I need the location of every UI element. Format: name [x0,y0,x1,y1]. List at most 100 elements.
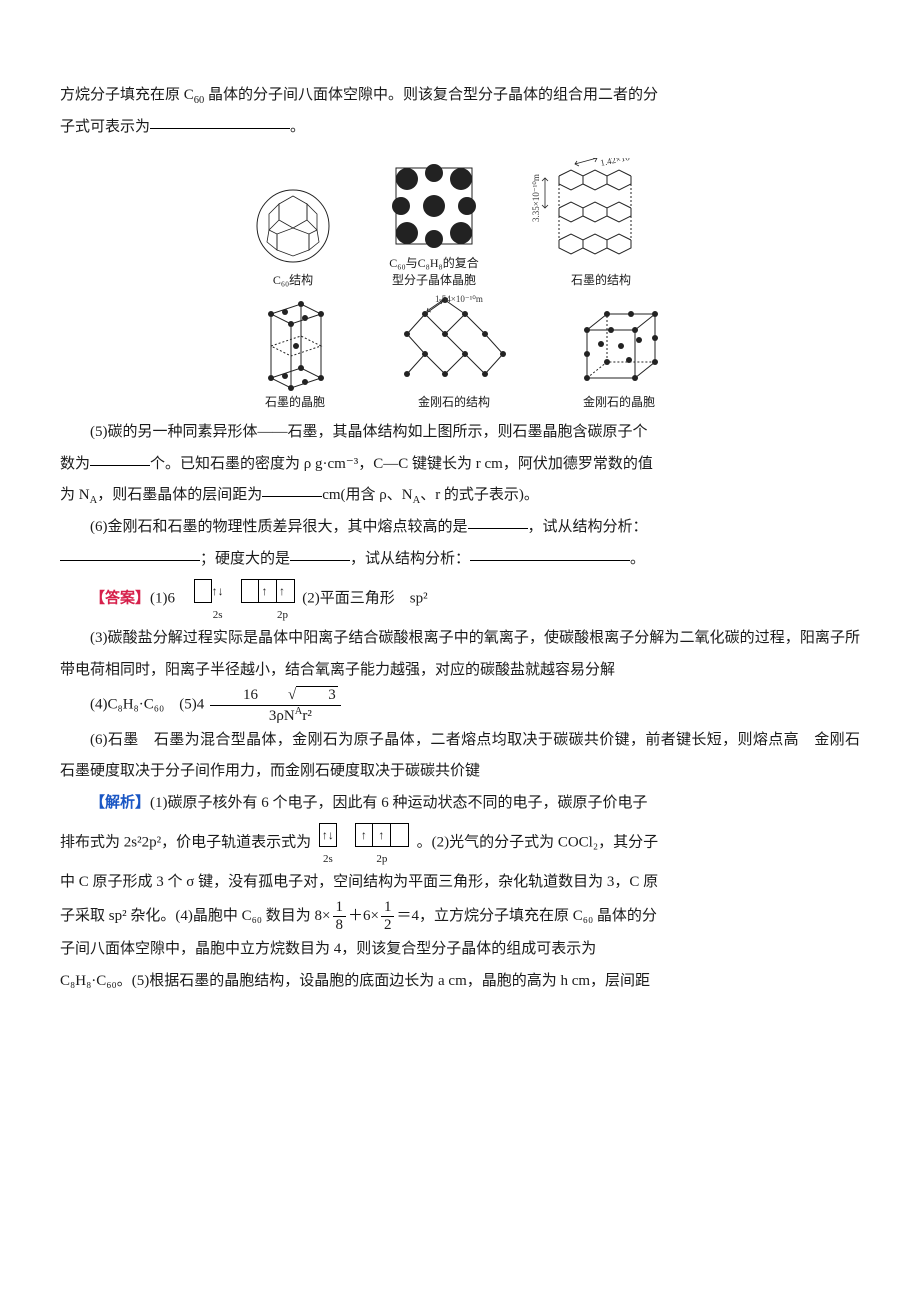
c60-icon [249,182,337,270]
q5c1: 为 N [60,487,90,503]
orb-2s-box: ↑↓ [194,579,212,603]
fig-row-2: 石墨的晶胞 1.54×10⁻¹⁰m 金刚石的结构 [60,292,860,411]
analysis-label: 【解析】 [90,795,150,811]
q6-blank-c [290,546,350,561]
q6-line2: ；硬度大的是 ，试从结构分析： 。 [60,544,860,576]
q5c4: 、r 的式子表示)。 [420,487,539,503]
analysis-p3: 中 C 原子形成 3 个 σ 键，没有孤电子对，空间结构为平面三角形，杂化轨道数… [60,867,860,899]
an-t4b: ＋6× [348,908,379,924]
fig-c60: C₆₀结构 [249,182,337,289]
fig-row-1: C₆₀结构 C₆₀与C₈H₈的复合 型分子晶体晶胞 [60,158,860,289]
sqrt-icon: 3 [258,686,338,704]
frac-1-2: 12 [381,899,395,935]
intro-1a: 方烷分子填充在原 C [60,87,194,103]
q5-blank-d [262,482,322,497]
composite-caption: C₆₀与C₈H₈的复合 型分子晶体晶胞 [389,255,478,289]
an-t4c: ＝4，立方烷分子填充在原 C₆₀ 晶体的分 [396,908,656,924]
q5b2: 个。已知石墨的密度为 ρ g·cm⁻³，C—C 键键长为 r cm，阿伏加德罗常… [150,456,653,472]
answer-p3: (3)碳酸盐分解过程实际是晶体中阳离子结合碳酸根离子中的氧离子，使碳酸根离子分解… [60,623,860,686]
orb2-2p-label: 2p [376,848,387,871]
q6c: ；硬度大的是 [200,551,290,567]
diamond-struct-icon: 1.54×10⁻¹⁰m [395,294,513,392]
ans-4a: (4)C₈H₈·C₆₀ (5)4 [90,697,204,713]
orb-2p-label: 2p [247,604,288,627]
orbital-diagram-2: ↑↓ 2s ↑ ↑ 2p [319,823,409,871]
diamond-struct-caption: 金刚石的结构 [418,394,490,411]
intro-line2: 子式可表示为 。 [60,112,860,144]
orb2-2p-box3 [391,823,409,847]
sqrt-val: 3 [296,686,338,704]
q6-blank-d [470,546,630,561]
f1d: 8 [333,917,347,934]
f1n: 1 [333,899,347,917]
ans-frac: 16 3 3ρNAr² [210,686,341,725]
orb2-2p: ↑ ↑ 2p [355,823,409,871]
q6-blank-b [60,546,200,561]
an-t4a: 子采取 sp² 杂化。(4)晶胞中 C₆₀ 数目为 8× [60,908,331,924]
ans-1b: (2)平面三角形 sp² [302,591,427,607]
orbital-diagram-1: ↑↓ 2s ↑ ↑ 2p [183,579,295,627]
orb2-2s: ↑↓ 2s [319,823,337,871]
den-a: 3ρN [269,708,295,724]
q6a: (6)金刚石和石墨的物理性质差异很大，其中熔点较高的是 [90,519,468,535]
ans-1a: (1)6 [150,591,175,607]
orb2-2p-box2: ↑ [373,823,391,847]
figures: C₆₀结构 C₆₀与C₈H₈的复合 型分子晶体晶胞 [60,158,860,412]
q5-line2: 数为 个。已知石墨的密度为 ρ g·cm⁻³，C—C 键键长为 r cm，阿伏加德… [60,449,860,481]
answer-p1: 【答案】(1)6 ↑↓ 2s ↑ ↑ 2p (2)平面三角形 sp² [60,575,860,623]
q5-blank-n [90,451,150,466]
frac-1-8: 18 [333,899,347,935]
intro-2b: 。 [290,119,305,135]
ans-frac-num: 16 3 [210,686,341,705]
fig-composite: C₆₀与C₈H₈的复合 型分子晶体晶胞 [387,159,481,289]
answer-label: 【答案】 [90,591,150,607]
ans-frac-den: 3ρNAr² [236,706,315,725]
composite-icon [387,159,481,253]
q5-line3: 为 NA，则石墨晶体的层间距为cm(用含 ρ、NA、r 的式子表示)。 [60,480,860,512]
fig-diamond-cell: 金刚石的晶胞 [573,300,665,411]
intro-sub: 60 [194,95,205,106]
answer-p6: (6)石墨 石墨为混合型晶体，金刚石为原子晶体，二者熔点均取决于碳碳共价键，前者… [60,725,860,788]
orb-2p-box2: ↑ [259,579,277,603]
intro-2a: 子式可表示为 [60,119,150,135]
q6e: 。 [630,551,645,567]
q6b: ，试从结构分析： [528,519,648,535]
an-t1: (1)碳原子核外有 6 个电子，因此有 6 种运动状态不同的电子，碳原子价电子 [150,795,648,811]
orb2-2p-box1: ↑ [355,823,373,847]
q5b1: 数为 [60,456,90,472]
analysis-p5: 子间八面体空隙中，晶胞中立方烷数目为 4，则该复合型分子晶体的组成可表示为 [60,934,860,966]
gcell-icon [255,292,335,392]
orb-2s: ↑↓ 2s [183,579,223,627]
analysis-p1: 【解析】(1)碳原子核外有 6 个电子，因此有 6 种运动状态不同的电子，碳原子… [60,788,860,820]
graphite-caption: 石墨的结构 [571,272,631,289]
intro-line1: 方烷分子填充在原 C60 晶体的分子间八面体空隙中。则该复合型分子晶体的组合用二… [60,80,860,112]
analysis-p2: 排布式为 2s²2p²，价电子轨道表示式为 ↑↓ 2s ↑ ↑ 2p 。(2)光… [60,819,860,867]
g-dim-h: 1.42×10⁻¹⁰m [599,158,648,168]
f2n: 1 [381,899,395,917]
q5c3: cm(用含 ρ、N [322,487,412,503]
q6-blank-a [468,514,528,529]
c60-caption: C₆₀结构 [273,272,313,289]
analysis-p6: C₈H₈·C₆₀。(5)根据石墨的晶胞结构，设晶胞的底面边长为 a cm，晶胞的… [60,966,860,998]
diamond-cell-caption: 金刚石的晶胞 [583,394,655,411]
an-t2a: 排布式为 2s²2p²，价电子轨道表示式为 [60,835,311,851]
num-txt: 16 [243,687,258,703]
fig-gcell: 石墨的晶胞 [255,292,335,411]
graphite-icon: 1.42×10⁻¹⁰m 3.35×10⁻¹⁰m [531,158,671,270]
answer-p4: (4)C₈H₈·C₆₀ (5)4 16 3 3ρNAr² [60,686,860,725]
orb2-2s-label: 2s [323,848,333,871]
analysis-p4: 子采取 sp² 杂化。(4)晶胞中 C₆₀ 数目为 8×18＋6×12＝4，立方… [60,899,860,935]
an-t2b: 。(2)光气的分子式为 COCl₂，其分子 [417,835,658,851]
orb-2p-box3 [277,579,295,603]
fig-graphite: 1.42×10⁻¹⁰m 3.35×10⁻¹⁰m 石墨的结构 [531,158,671,289]
diamond-cell-icon [573,300,665,392]
den-b: r² [302,708,312,724]
g-dim-v: 3.35×10⁻¹⁰m [531,174,541,222]
f2d: 2 [381,917,395,934]
intro-blank [150,114,290,129]
q6-line1: (6)金刚石和石墨的物理性质差异很大，其中熔点较高的是 ，试从结构分析： [60,512,860,544]
fig-diamond-struct: 1.54×10⁻¹⁰m 金刚石的结构 [395,294,513,411]
q6d: ，试从结构分析： [350,551,470,567]
orb2-2s-box: ↑↓ [319,823,337,847]
q5a: (5)碳的另一种同素异形体——石墨，其晶体结构如上图所示，则石墨晶胞含碳原子个 [90,424,648,440]
